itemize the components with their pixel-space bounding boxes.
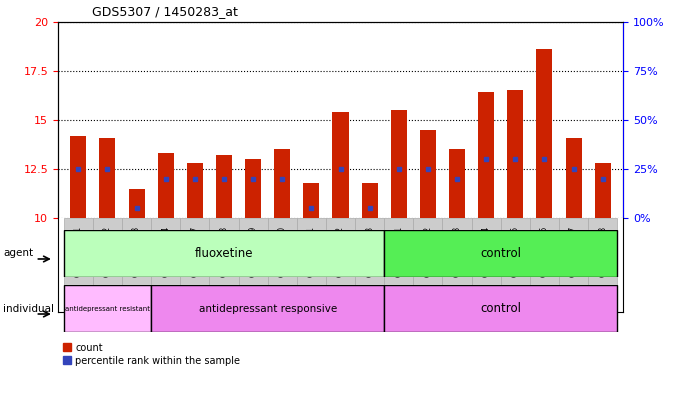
FancyBboxPatch shape bbox=[384, 218, 413, 312]
Text: GSM1059578: GSM1059578 bbox=[219, 226, 228, 277]
FancyBboxPatch shape bbox=[413, 218, 443, 312]
FancyBboxPatch shape bbox=[355, 218, 384, 312]
Text: GSM1059564: GSM1059564 bbox=[481, 226, 491, 277]
Text: GSM1059593: GSM1059593 bbox=[132, 226, 141, 277]
Bar bbox=[566, 138, 582, 218]
Text: antidepressant responsive: antidepressant responsive bbox=[199, 303, 337, 314]
Bar bbox=[391, 110, 407, 218]
Text: GSM1059583: GSM1059583 bbox=[365, 226, 374, 277]
FancyBboxPatch shape bbox=[501, 218, 530, 312]
Bar bbox=[99, 138, 115, 218]
Bar bbox=[478, 92, 494, 218]
Text: GSM1059568: GSM1059568 bbox=[598, 226, 607, 277]
Text: GSM1059594: GSM1059594 bbox=[161, 226, 170, 277]
Text: GSM1059563: GSM1059563 bbox=[453, 226, 462, 277]
Text: GSM1059579: GSM1059579 bbox=[249, 226, 257, 277]
Text: GSM1059582: GSM1059582 bbox=[336, 226, 345, 277]
Text: GSM1059577: GSM1059577 bbox=[190, 226, 200, 277]
FancyBboxPatch shape bbox=[443, 218, 472, 312]
Bar bbox=[274, 149, 290, 218]
FancyBboxPatch shape bbox=[268, 218, 297, 312]
Bar bbox=[303, 183, 319, 218]
Text: GSM1059562: GSM1059562 bbox=[424, 226, 432, 277]
Text: agent: agent bbox=[3, 248, 33, 259]
Bar bbox=[332, 112, 349, 218]
Legend: count, percentile rank within the sample: count, percentile rank within the sample bbox=[63, 343, 240, 366]
Text: fluoxetine: fluoxetine bbox=[195, 247, 253, 260]
Text: GSM1059591: GSM1059591 bbox=[74, 226, 83, 277]
Text: GDS5307 / 1450283_at: GDS5307 / 1450283_at bbox=[92, 5, 238, 18]
FancyBboxPatch shape bbox=[326, 218, 355, 312]
Bar bbox=[362, 183, 378, 218]
FancyBboxPatch shape bbox=[559, 218, 588, 312]
FancyBboxPatch shape bbox=[64, 230, 384, 277]
Bar bbox=[158, 153, 174, 218]
Bar bbox=[245, 159, 261, 218]
FancyBboxPatch shape bbox=[297, 218, 326, 312]
Text: GSM1059581: GSM1059581 bbox=[307, 226, 316, 277]
Bar bbox=[507, 90, 523, 218]
Bar bbox=[420, 130, 436, 218]
FancyBboxPatch shape bbox=[384, 230, 617, 277]
FancyBboxPatch shape bbox=[209, 218, 238, 312]
Text: GSM1059567: GSM1059567 bbox=[569, 226, 578, 277]
Bar bbox=[537, 49, 552, 218]
Text: GSM1059561: GSM1059561 bbox=[394, 226, 403, 277]
Text: GSM1059592: GSM1059592 bbox=[103, 226, 112, 277]
FancyBboxPatch shape bbox=[151, 218, 180, 312]
Bar bbox=[129, 189, 144, 218]
Bar bbox=[449, 149, 465, 218]
FancyBboxPatch shape bbox=[122, 218, 151, 312]
Text: individual: individual bbox=[3, 303, 54, 314]
Text: antidepressant resistant: antidepressant resistant bbox=[65, 305, 150, 312]
FancyBboxPatch shape bbox=[180, 218, 209, 312]
Bar bbox=[187, 163, 203, 218]
Text: control: control bbox=[480, 302, 521, 315]
FancyBboxPatch shape bbox=[93, 218, 122, 312]
FancyBboxPatch shape bbox=[472, 218, 501, 312]
FancyBboxPatch shape bbox=[64, 285, 151, 332]
FancyBboxPatch shape bbox=[238, 218, 268, 312]
Text: control: control bbox=[480, 247, 521, 260]
Bar bbox=[216, 155, 232, 218]
FancyBboxPatch shape bbox=[530, 218, 559, 312]
FancyBboxPatch shape bbox=[384, 285, 617, 332]
FancyBboxPatch shape bbox=[151, 285, 384, 332]
Text: GSM1059566: GSM1059566 bbox=[540, 226, 549, 277]
FancyBboxPatch shape bbox=[588, 218, 617, 312]
Bar bbox=[70, 136, 86, 218]
Bar bbox=[595, 163, 611, 218]
Text: GSM1059565: GSM1059565 bbox=[511, 226, 520, 277]
FancyBboxPatch shape bbox=[64, 218, 93, 312]
Text: GSM1059580: GSM1059580 bbox=[278, 226, 287, 277]
